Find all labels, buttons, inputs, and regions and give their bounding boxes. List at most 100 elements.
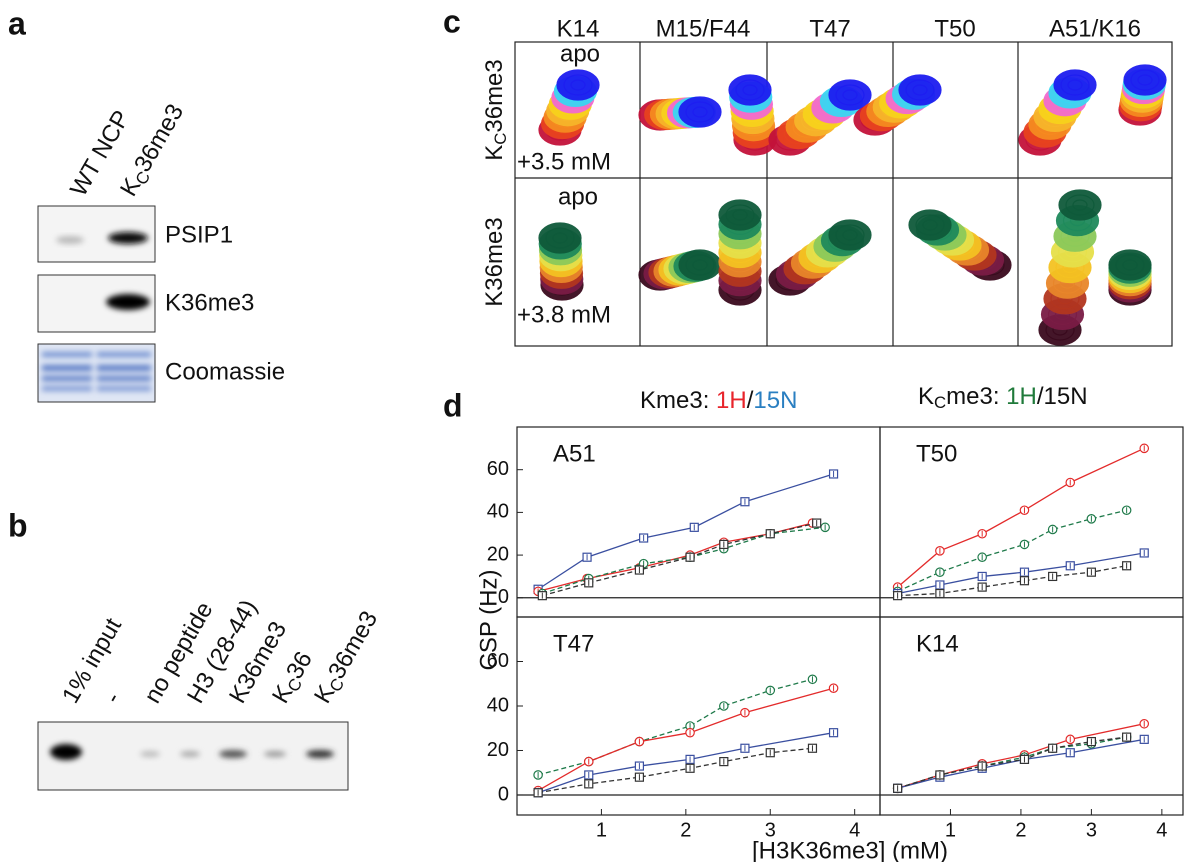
x-axis-label: [H3K36me3] (mM) bbox=[752, 837, 948, 862]
series-line bbox=[537, 687, 834, 792]
contour bbox=[828, 219, 872, 251]
contour bbox=[742, 84, 758, 96]
band bbox=[56, 236, 84, 244]
series-line bbox=[537, 732, 834, 794]
contour bbox=[835, 224, 865, 246]
contour bbox=[835, 84, 865, 106]
column-header: T47 bbox=[809, 15, 850, 42]
y-tick-label: 60 bbox=[487, 458, 509, 480]
legend-part: / bbox=[747, 387, 754, 414]
contour bbox=[1065, 194, 1095, 216]
series-line bbox=[897, 738, 1145, 789]
blot-label: K36me3 bbox=[165, 289, 254, 316]
contour bbox=[728, 74, 772, 106]
contour bbox=[725, 204, 755, 226]
contour bbox=[1058, 189, 1102, 221]
contour bbox=[1130, 69, 1160, 91]
legend-part: Kme3: bbox=[640, 387, 716, 414]
x-tick-label: 4 bbox=[849, 819, 860, 841]
contours bbox=[538, 64, 1167, 346]
y-tick-label: 40 bbox=[487, 694, 509, 716]
x-tick-label: 1 bbox=[945, 819, 956, 841]
legend-part: 1H bbox=[1006, 383, 1037, 410]
legend-part: me3: bbox=[946, 383, 1006, 410]
legend-part: /15N bbox=[1037, 383, 1088, 410]
contour bbox=[912, 84, 928, 96]
subscript: C bbox=[491, 133, 510, 145]
text-part: 36me3 bbox=[129, 100, 189, 177]
contour bbox=[692, 259, 708, 271]
series-line bbox=[897, 447, 1145, 588]
row-label: K36me3 bbox=[481, 217, 508, 306]
legend-part: 15N bbox=[753, 387, 797, 414]
band bbox=[108, 232, 148, 244]
contour bbox=[538, 222, 582, 254]
contour bbox=[556, 69, 600, 101]
contour bbox=[1067, 79, 1083, 91]
lane-label: - bbox=[99, 688, 126, 708]
annotation: +3.5 mM bbox=[517, 148, 611, 175]
contour bbox=[685, 101, 715, 123]
y-tick-label: 20 bbox=[487, 739, 509, 761]
panel-label: b bbox=[8, 507, 28, 543]
y-axis-label: CSP (Hz) bbox=[475, 570, 502, 671]
text-part: K36me3 bbox=[481, 217, 508, 306]
x-tick-label: 1 bbox=[596, 819, 607, 841]
legend-part: 1H bbox=[716, 387, 747, 414]
contour bbox=[842, 229, 858, 241]
contour bbox=[922, 219, 938, 231]
contour bbox=[1115, 254, 1145, 276]
contour bbox=[685, 254, 715, 276]
legend-header: Kme3: 1H/15N bbox=[640, 387, 797, 414]
x-tick-label: 3 bbox=[765, 819, 776, 841]
lane-label: 1% input bbox=[57, 613, 127, 708]
contour bbox=[842, 89, 858, 101]
column-header: A51/K16 bbox=[1049, 15, 1141, 42]
annotation: apo bbox=[560, 40, 600, 67]
contour bbox=[905, 79, 935, 101]
legend-header: KCme3: 1H/15N bbox=[918, 383, 1088, 412]
x-tick-label: 2 bbox=[1015, 819, 1026, 841]
lane-label: KC36me3 bbox=[309, 607, 385, 709]
panel-label: c bbox=[443, 3, 461, 39]
contour bbox=[1123, 64, 1167, 96]
contour bbox=[570, 79, 586, 91]
annotation: +3.8 mM bbox=[517, 301, 611, 328]
y-tick-label: 40 bbox=[487, 501, 509, 523]
contour bbox=[1108, 249, 1152, 281]
column-header: M15/F44 bbox=[656, 15, 751, 42]
contour bbox=[552, 232, 568, 244]
chart-title: T47 bbox=[553, 630, 594, 657]
series-line bbox=[897, 552, 1145, 595]
legend-part: K bbox=[918, 383, 934, 410]
gel-bands bbox=[50, 744, 334, 760]
panel-label: a bbox=[8, 5, 26, 41]
legend-part: C bbox=[934, 393, 946, 412]
contour bbox=[678, 96, 722, 128]
row-label: KC36me3 bbox=[481, 59, 510, 161]
contour bbox=[1060, 74, 1090, 96]
contour bbox=[545, 227, 575, 249]
text-part: K bbox=[481, 145, 508, 161]
annotation: apo bbox=[558, 183, 598, 210]
contour bbox=[1137, 74, 1153, 86]
contour bbox=[1053, 69, 1097, 101]
contour bbox=[692, 106, 708, 118]
x-tick-label: 3 bbox=[1086, 819, 1097, 841]
text-part: 36me3 bbox=[323, 607, 383, 684]
column-header: T50 bbox=[934, 15, 975, 42]
y-tick-label: 20 bbox=[487, 543, 509, 565]
text-part: 36me3 bbox=[481, 59, 508, 132]
panel-label: d bbox=[443, 387, 463, 423]
contour bbox=[1072, 199, 1088, 211]
text-part: 1% input bbox=[57, 613, 127, 708]
blot-label: PSIP1 bbox=[165, 221, 233, 248]
column-header: K14 bbox=[557, 15, 600, 42]
contour bbox=[1122, 259, 1138, 271]
chart-title: K14 bbox=[916, 630, 959, 657]
y-tick-label: 0 bbox=[498, 586, 509, 608]
contour bbox=[735, 79, 765, 101]
band bbox=[106, 294, 150, 310]
contour bbox=[718, 199, 762, 231]
plot-frame bbox=[879, 616, 1184, 816]
